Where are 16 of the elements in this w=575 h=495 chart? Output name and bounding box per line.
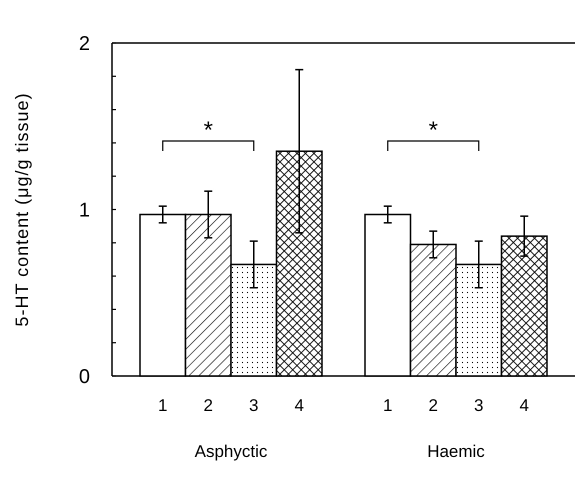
text: 4 <box>520 396 529 415</box>
annotation: * <box>428 116 438 144</box>
y-tick-label: 2 <box>78 33 90 55</box>
annotation: * <box>204 116 213 144</box>
y-tick-label: 1 <box>78 200 90 222</box>
series-label: 2 <box>204 396 213 415</box>
y-axis-title: 5-HT content (μg/g tissue) <box>12 92 32 327</box>
series-label: 3 <box>249 396 258 415</box>
text: 1 <box>383 396 392 415</box>
text: 3 <box>474 396 484 415</box>
x-tick-label: Asphyctic <box>194 442 268 461</box>
x-tick-label: Haemic <box>427 442 486 461</box>
text: 2 <box>428 396 438 415</box>
series-label: 4 <box>294 396 304 415</box>
y-tick-label: 0 <box>78 366 90 388</box>
series-label: 1 <box>158 396 168 415</box>
